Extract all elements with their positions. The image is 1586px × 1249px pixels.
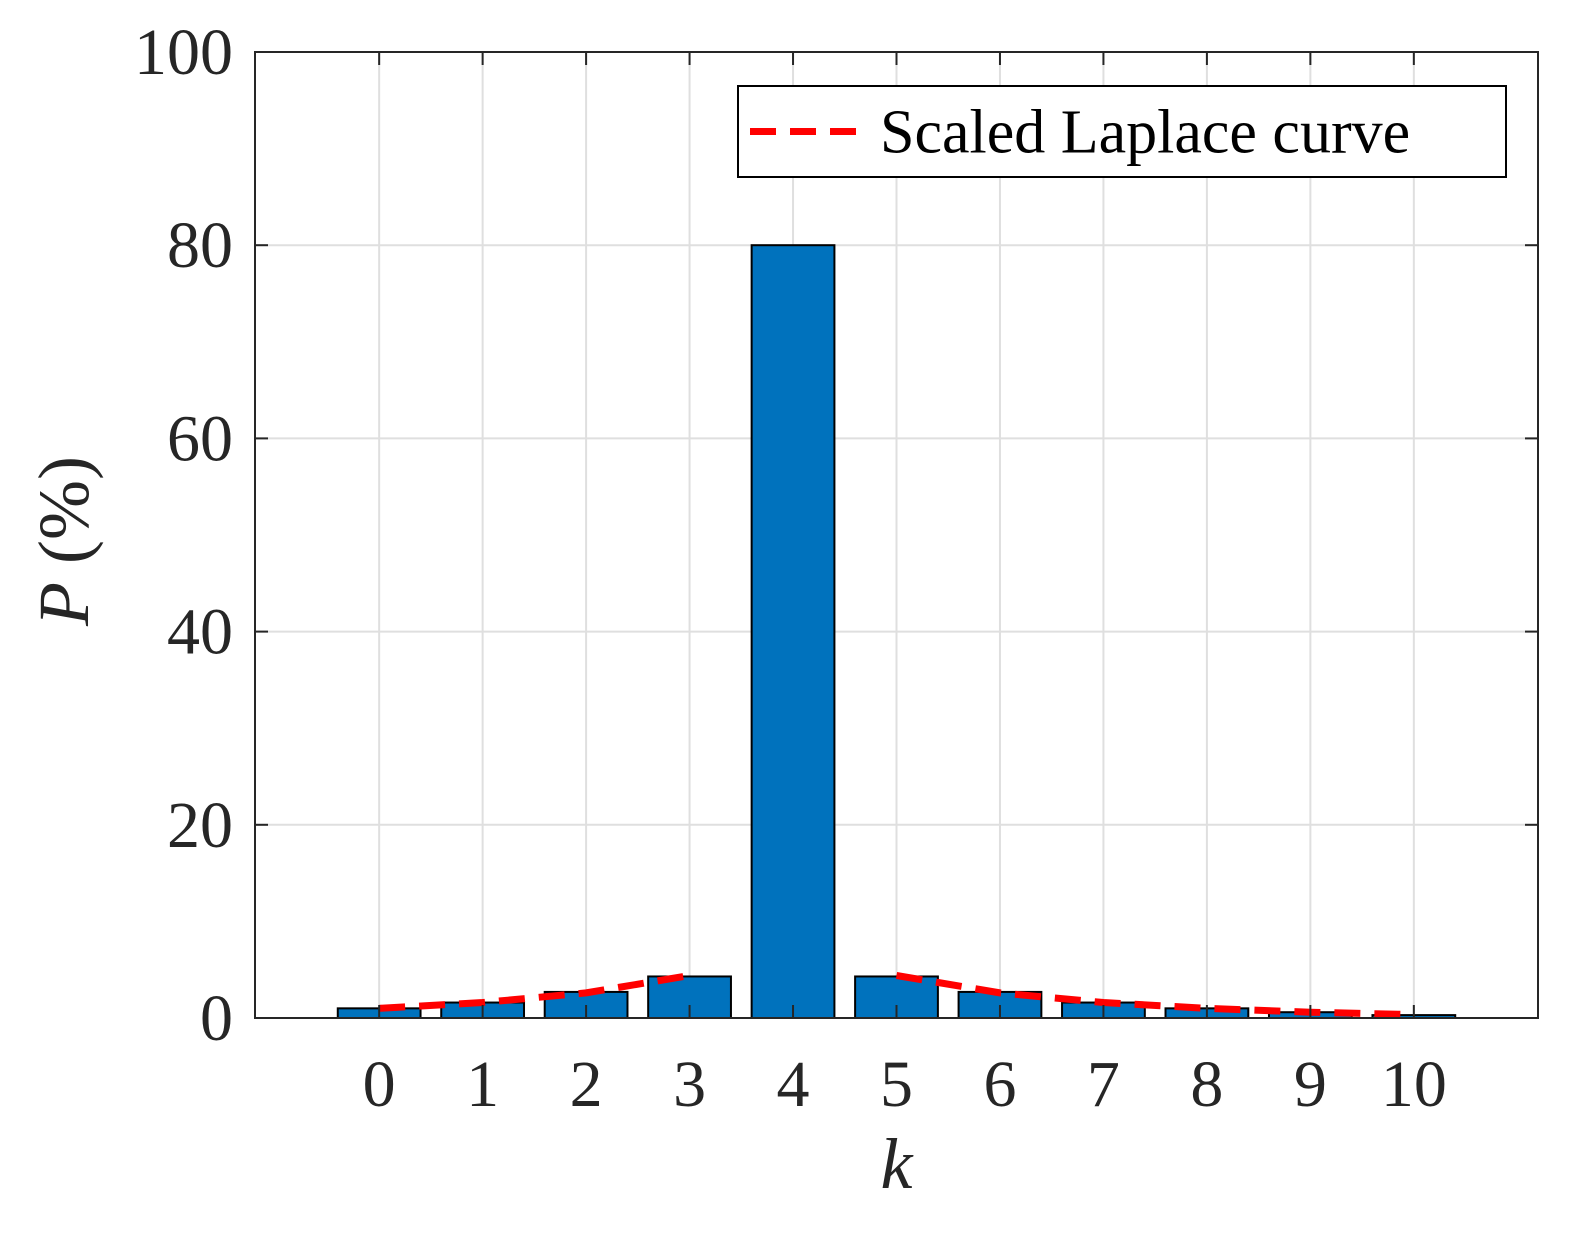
x-tick-label-0: 0 bbox=[363, 1048, 396, 1121]
x-axis-title: k bbox=[881, 1124, 915, 1204]
laplace-curve-segment-1 bbox=[895, 972, 1414, 1019]
x-tick-label-6: 6 bbox=[983, 1048, 1016, 1121]
x-tick-label-10: 10 bbox=[1381, 1048, 1447, 1121]
x-tick-label-9: 9 bbox=[1294, 1048, 1327, 1121]
x-tick-label-1: 1 bbox=[466, 1048, 499, 1121]
x-tick-labels: 0 1 2 3 4 5 6 7 8 9 10 bbox=[363, 1048, 1447, 1121]
legend: Scaled Laplace curve bbox=[737, 85, 1507, 178]
x-tick-label-4: 4 bbox=[777, 1048, 810, 1121]
y-tick-label-100: 100 bbox=[134, 16, 233, 89]
y-axis-title-unit: (%) bbox=[24, 456, 104, 582]
y-tick-labels: 0 20 40 60 80 100 bbox=[134, 16, 233, 1055]
legend-box bbox=[737, 85, 1507, 178]
y-tick-label-20: 20 bbox=[167, 789, 233, 862]
y-tick-label-60: 60 bbox=[167, 402, 233, 475]
y-tick-label-40: 40 bbox=[167, 596, 233, 669]
y-axis-title-symbol: P bbox=[24, 582, 104, 627]
axis-ticks bbox=[255, 51, 1538, 1019]
legend-entry-label: Scaled Laplace curve bbox=[880, 99, 1410, 167]
x-tick-label-3: 3 bbox=[673, 1048, 706, 1121]
bar-k-4 bbox=[750, 244, 836, 1019]
laplace-curve-series bbox=[378, 972, 1414, 1019]
x-tick-label-5: 5 bbox=[880, 1048, 913, 1121]
x-tick-label-7: 7 bbox=[1087, 1048, 1120, 1121]
y-axis-title: P (%) bbox=[24, 456, 104, 627]
x-tick-label-8: 8 bbox=[1190, 1048, 1223, 1121]
x-tick-label-2: 2 bbox=[570, 1048, 603, 1121]
y-tick-label-80: 80 bbox=[167, 209, 233, 282]
grid bbox=[255, 51, 1538, 1019]
laplace-curve-segment-0 bbox=[378, 972, 691, 1012]
y-tick-label-0: 0 bbox=[200, 982, 233, 1055]
